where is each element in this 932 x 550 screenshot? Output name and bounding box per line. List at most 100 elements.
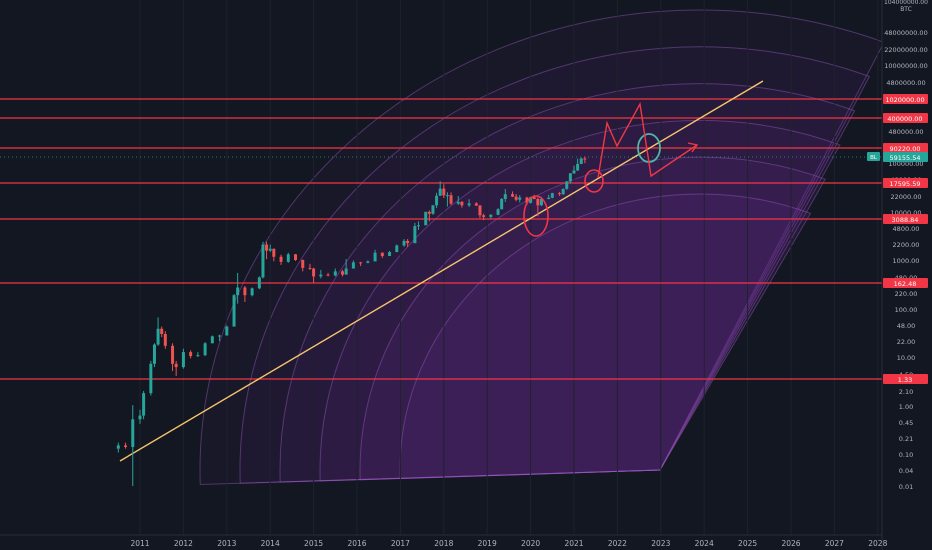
candle-body	[496, 209, 500, 215]
x-tick-label: 2012	[174, 539, 193, 548]
candle-body	[174, 363, 178, 368]
y-top-label: 104000000.00	[884, 0, 928, 6]
candle-body	[366, 261, 370, 263]
red-zigzag-projection	[597, 101, 698, 179]
x-tick-label: 2021	[564, 539, 583, 548]
x-tick-label: 2026	[781, 539, 800, 548]
y-tick-label: 10000.00	[890, 209, 921, 217]
candle-body	[312, 268, 316, 277]
x-tick-label: 2017	[391, 539, 410, 548]
candle-body	[518, 197, 522, 200]
trendline-group	[119, 80, 764, 462]
y-tick-label: 22.00	[897, 338, 916, 346]
candles	[116, 156, 587, 486]
level-label-text: 17595.59	[889, 180, 920, 188]
y-axis-panel[interactable]	[882, 0, 932, 550]
x-tick-label: 2018	[434, 539, 453, 548]
candle-body	[210, 336, 214, 344]
candle-body	[565, 181, 569, 189]
candle-body	[373, 252, 377, 262]
candle-body	[301, 260, 305, 268]
candle-body	[500, 198, 504, 210]
candle-body	[416, 225, 420, 227]
current-price-badge	[883, 152, 928, 162]
candle-body	[558, 193, 562, 195]
candle-body	[438, 188, 442, 196]
x-tick-label: 2019	[478, 539, 497, 548]
projection-arrowhead	[687, 142, 699, 153]
candle-body	[427, 211, 431, 214]
level-label-badge	[883, 214, 928, 224]
level-label-text: 90220.00	[889, 145, 920, 153]
x-tick-label: 2015	[304, 539, 323, 548]
x-tick-label: 2013	[217, 539, 236, 548]
y-tick-label: 22000000.00	[884, 46, 927, 54]
candle-body	[142, 393, 146, 416]
level-label-badge	[883, 94, 928, 104]
candle-body	[503, 194, 507, 199]
candle-body	[333, 271, 337, 276]
y-tick-label: 220.00	[895, 290, 918, 298]
candle-body	[152, 344, 156, 364]
red-circle-2021	[584, 169, 604, 193]
fib-arc	[319, 119, 841, 482]
x-tick-label: 2028	[868, 539, 887, 548]
candle-body	[160, 328, 164, 334]
candle-body	[225, 326, 229, 336]
candle-body	[482, 215, 486, 217]
candle-body	[257, 277, 261, 289]
level-label-text: 162.48	[894, 280, 917, 288]
x-tick-label: 2022	[608, 539, 627, 548]
level-label-badge	[883, 278, 928, 288]
candle-body	[265, 244, 269, 251]
candle-body	[489, 214, 493, 217]
x-tick-label: 2016	[347, 539, 366, 548]
y-tick-label: 10.00	[897, 354, 916, 362]
yellow-trendline	[119, 80, 764, 462]
candle-body	[413, 226, 417, 244]
y-unit-label: BTC	[900, 6, 912, 13]
candle-body	[243, 287, 247, 296]
candle-body	[279, 256, 283, 262]
candle-body	[181, 352, 185, 368]
candle-body	[131, 419, 135, 447]
candle-body	[583, 158, 587, 160]
y-tick-label: 0.45	[899, 419, 913, 427]
candle-body	[536, 198, 540, 206]
candle-body	[218, 335, 222, 337]
candle-body	[308, 267, 312, 269]
x-axis: 2011 2012 2013 2014 2015 2016 2017 2018 2019 2020…	[130, 539, 887, 548]
level-label-text: 400000.00	[887, 115, 922, 123]
candle-body	[268, 248, 272, 251]
candle-body	[402, 240, 406, 246]
x-tick-label: 2020	[521, 539, 540, 548]
candle-body	[478, 205, 482, 216]
candle-body	[261, 244, 265, 278]
level-label-badge	[883, 374, 928, 384]
candle-body	[203, 343, 207, 356]
annotations	[523, 101, 699, 237]
x-tick-label: 2023	[651, 539, 670, 548]
fib-arc	[399, 193, 812, 480]
candle-body	[138, 415, 142, 420]
candle-body	[406, 240, 410, 244]
y-tick-label: 480000.00	[888, 128, 923, 136]
candle-body	[532, 197, 536, 199]
candle-body	[171, 345, 175, 364]
chart-grid	[139, 0, 879, 535]
y-tick-label: 2200.00	[893, 241, 920, 249]
candle-body	[568, 173, 572, 182]
y-tick-label: 4800000.00	[886, 79, 925, 87]
level-label-text: 1020000.00	[885, 96, 924, 104]
y-tick-label: 0.10	[899, 451, 913, 459]
candle-body	[319, 274, 323, 277]
candle-body	[294, 254, 298, 261]
candle-body	[341, 271, 345, 275]
candle-body	[351, 262, 355, 269]
x-tick-label: 2024	[695, 539, 714, 548]
y-tick-label: 100000.00	[888, 160, 923, 168]
current-price-text: 59155.54	[889, 154, 920, 162]
candle-body	[380, 252, 384, 257]
